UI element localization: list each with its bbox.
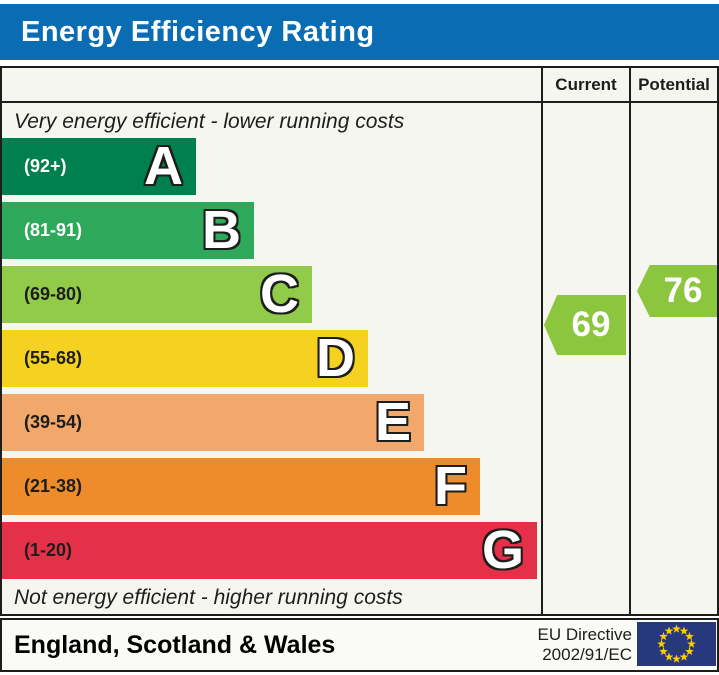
potential-column-divider <box>629 68 631 614</box>
rating-chart: Current Potential Very energy efficient … <box>0 66 719 616</box>
band-e-bar: (39-54) E <box>2 391 424 452</box>
not-efficient-note: Not energy efficient - higher running co… <box>14 586 403 609</box>
eu-directive-line2: 2002/91/EC <box>542 645 632 664</box>
band-d-letter: D <box>315 327 357 388</box>
title-bar: Energy Efficiency Rating <box>0 4 719 60</box>
current-rating-arrow: 69 <box>544 295 626 355</box>
band-c-range: (69-80) <box>24 284 83 304</box>
band-f-letter: F <box>433 455 469 516</box>
band-a-bar: (92+) A <box>2 135 196 196</box>
band-e-range: (39-54) <box>24 412 83 432</box>
eu-flag-icon <box>637 622 716 666</box>
page-title: Energy Efficiency Rating <box>21 15 375 48</box>
band-g-range: (1-20) <box>24 540 73 560</box>
eu-directive-line1: EU Directive <box>537 625 632 644</box>
band-list: (92+) A (81-91) B (69-80) C (55-68) D (3… <box>2 135 537 586</box>
band-b-letter: B <box>201 199 243 260</box>
band-c-bar: (69-80) C <box>2 263 312 324</box>
band-e-letter: E <box>374 391 413 452</box>
band-f-range: (21-38) <box>24 476 83 496</box>
band-d-range: (55-68) <box>24 348 83 368</box>
potential-rating-arrow: 76 <box>637 265 717 317</box>
potential-rating-value: 76 <box>663 271 703 310</box>
band-g-letter: G <box>481 519 526 580</box>
band-c-letter: C <box>259 263 301 324</box>
band-a-range: (92+) <box>24 156 67 176</box>
potential-column-header: Potential <box>638 75 710 94</box>
current-column-divider <box>541 68 543 614</box>
band-d-bar: (55-68) D <box>2 327 368 388</box>
current-column-header: Current <box>555 75 617 94</box>
current-rating-value: 69 <box>571 305 611 344</box>
band-b-range: (81-91) <box>24 220 83 240</box>
region-label: England, Scotland & Wales <box>14 630 336 659</box>
header-divider <box>2 101 717 103</box>
footer-bar: England, Scotland & Wales EU Directive 2… <box>0 618 719 672</box>
band-f-bar: (21-38) F <box>2 455 480 516</box>
very-efficient-note: Very energy efficient - lower running co… <box>14 110 405 133</box>
band-a-letter: A <box>143 135 185 196</box>
eu-directive-label: EU Directive 2002/91/EC <box>538 625 632 665</box>
band-g-bar: (1-20) G <box>2 519 537 580</box>
band-b-bar: (81-91) B <box>2 199 254 260</box>
